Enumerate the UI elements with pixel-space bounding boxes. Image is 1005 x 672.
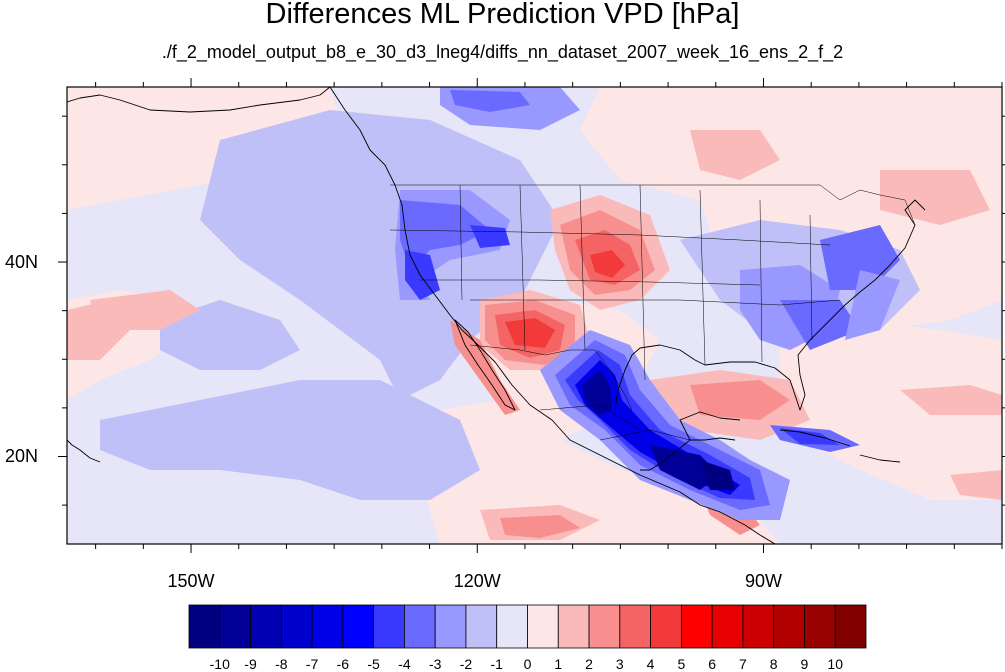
- colorbar-label: -7: [305, 656, 319, 672]
- colorbar-label: 2: [585, 656, 593, 672]
- axis-ticks: [58, 78, 1005, 553]
- map-title: Differences ML Prediction VPD [hPa]: [265, 0, 740, 30]
- field-anomalies: [67, 87, 1002, 544]
- colorbar-label: 7: [739, 656, 747, 672]
- map-field: [67, 87, 1002, 544]
- lon-tick-label: 90W: [744, 571, 782, 591]
- colorbar-label: -1: [490, 656, 503, 672]
- colorbar-label: -8: [275, 656, 288, 672]
- lat-tick-label: 40N: [4, 252, 38, 273]
- colorbar-label: 1: [554, 656, 563, 672]
- colorbar-label: 3: [615, 656, 624, 672]
- colorbar-label: 4: [646, 656, 655, 672]
- colorbar-label: 5: [677, 656, 686, 672]
- colorbar-label: 0: [523, 656, 532, 672]
- colorbar-label: -5: [367, 656, 380, 672]
- colorbar-label: 9: [800, 656, 809, 672]
- colorbar-label: -3: [428, 656, 442, 672]
- lon-tick-label: 120W: [453, 571, 501, 591]
- map-frame: [66, 86, 1003, 545]
- colorbar-label: -10: [209, 656, 230, 672]
- lat-tick-label: 20N: [4, 446, 38, 467]
- colorbar-label: 6: [708, 656, 717, 672]
- colorbar-label: 8: [769, 656, 778, 672]
- colorbar-label: 10: [827, 656, 843, 672]
- colorbar-label: -2: [459, 656, 473, 672]
- colorbar-label: -4: [398, 656, 411, 672]
- map-subtitle: ./f_2_model_output_b8_e_30_d3_lneg4/diff…: [161, 42, 844, 62]
- lon-tick-label: 150W: [167, 571, 215, 591]
- coastlines: [67, 87, 926, 544]
- political-boundaries: [389, 184, 916, 441]
- colorbar-label: -6: [336, 656, 350, 672]
- colorbar-label: -9: [244, 656, 257, 672]
